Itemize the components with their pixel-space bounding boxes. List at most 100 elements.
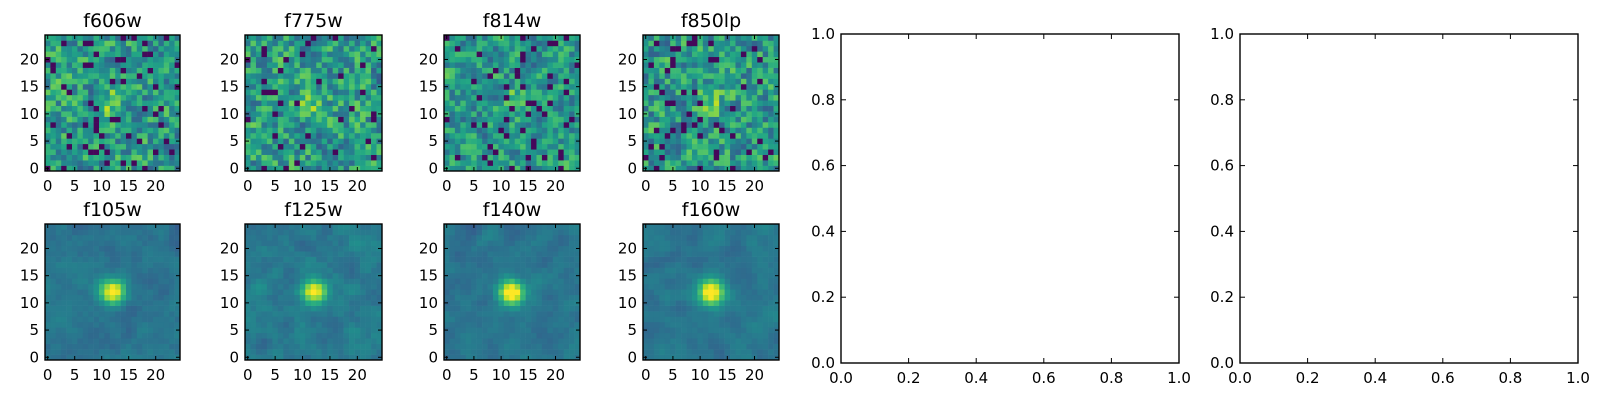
pixel-cell	[349, 143, 355, 150]
pixel-cell	[158, 300, 165, 306]
pixel-cell	[487, 332, 494, 339]
pixel-cell	[147, 321, 154, 328]
pixel-cell	[82, 300, 89, 306]
pixel-cell	[120, 272, 127, 279]
pixel-cell	[740, 143, 747, 150]
pixel-cell	[88, 289, 94, 296]
pixel-cell	[55, 305, 62, 312]
pixel-cell	[563, 51, 570, 58]
pixel-cell	[648, 349, 655, 355]
pixel-cell	[664, 56, 671, 63]
pixel-cell	[492, 127, 499, 134]
pixel-cell	[61, 262, 67, 268]
pixel-cell	[365, 56, 372, 63]
pixel-cell	[55, 354, 62, 361]
pixel-cell	[449, 149, 456, 155]
pixel-cell	[675, 73, 682, 79]
pixel-cell	[569, 267, 575, 274]
pixel-cell	[653, 349, 660, 355]
pixel-cell	[664, 160, 671, 166]
pixel-cell	[288, 262, 295, 268]
pixel-cell	[120, 83, 127, 90]
pixel-cell	[574, 51, 581, 58]
pixel-cell	[261, 35, 268, 41]
pixel-cell	[702, 143, 709, 150]
pixel-cell	[697, 89, 704, 96]
pixel-cell	[541, 45, 548, 52]
pixel-cell	[686, 272, 693, 279]
pixel-cell	[354, 305, 361, 312]
pixel-cell	[531, 105, 537, 112]
pixel-cell	[762, 143, 769, 150]
pixel-cell	[299, 122, 306, 128]
pixel-cell	[338, 229, 344, 236]
pixel-cell	[88, 111, 94, 117]
pixel-cell	[449, 300, 456, 306]
pixel-cell	[697, 327, 704, 334]
pixel-cell	[460, 56, 467, 63]
pixel-cell	[460, 105, 467, 112]
pixel-cell	[681, 78, 687, 85]
pixel-cell	[349, 234, 355, 241]
pixel-cell	[50, 272, 57, 279]
pixel-cell	[514, 267, 521, 274]
pixel-cell	[61, 338, 67, 344]
pixel-cell	[492, 100, 499, 107]
pixel-cell	[250, 272, 257, 279]
pixel-cell	[349, 316, 355, 323]
pixel-cell	[686, 165, 693, 172]
pixel-cell	[691, 89, 698, 96]
pixel-cell	[338, 73, 344, 79]
pixel-cell	[365, 83, 372, 90]
pixel-cell	[503, 311, 510, 317]
pixel-cell	[272, 89, 279, 96]
pixel-cell	[558, 160, 564, 166]
pixel-cell	[343, 78, 350, 85]
pixel-cell	[55, 327, 62, 334]
pixel-cell	[332, 154, 339, 161]
y-tick-label: 10	[220, 105, 239, 123]
pixel-cell	[272, 267, 279, 274]
pixel-cell	[294, 349, 301, 355]
pixel-cell	[115, 165, 121, 172]
pixel-cell	[338, 240, 344, 247]
pixel-cell	[310, 45, 317, 52]
pixel-cell	[245, 116, 251, 123]
pixel-cell	[648, 332, 655, 339]
pixel-cell	[305, 240, 312, 247]
pixel-cell	[558, 272, 564, 279]
pixel-cell	[708, 283, 715, 290]
pixel-cell	[487, 278, 494, 285]
pixel-cell	[376, 349, 383, 355]
pixel-cell	[465, 343, 472, 350]
pixel-cell	[104, 165, 111, 172]
pixel-cell	[338, 100, 344, 107]
pixel-cell	[316, 300, 323, 306]
pixel-cell	[713, 51, 720, 58]
pixel-cell	[354, 316, 361, 323]
pixel-cell	[691, 143, 698, 150]
pixel-cell	[131, 122, 138, 128]
pixel-cell	[670, 100, 676, 107]
pixel-cell	[272, 343, 279, 350]
pixel-cell	[272, 111, 279, 117]
pixel-cell	[768, 51, 774, 58]
pixel-cell	[261, 105, 268, 112]
pixel-cell	[360, 40, 366, 47]
pixel-cell	[465, 321, 472, 328]
pixel-cell	[288, 78, 295, 85]
pixel-cell	[643, 100, 649, 107]
pixel-cell	[740, 67, 747, 74]
pixel-cell	[115, 127, 121, 134]
pixel-cell	[371, 283, 377, 290]
pixel-cell	[131, 349, 138, 355]
pixel-cell	[449, 245, 456, 252]
pixel-cell	[476, 343, 483, 350]
pixel-cell	[520, 138, 526, 145]
pixel-cell	[746, 132, 753, 139]
pixel-cell	[520, 294, 526, 301]
pixel-cell	[449, 278, 456, 285]
pixel-cell	[349, 332, 355, 339]
pixel-cell	[250, 154, 257, 161]
pixel-cell	[757, 316, 763, 323]
